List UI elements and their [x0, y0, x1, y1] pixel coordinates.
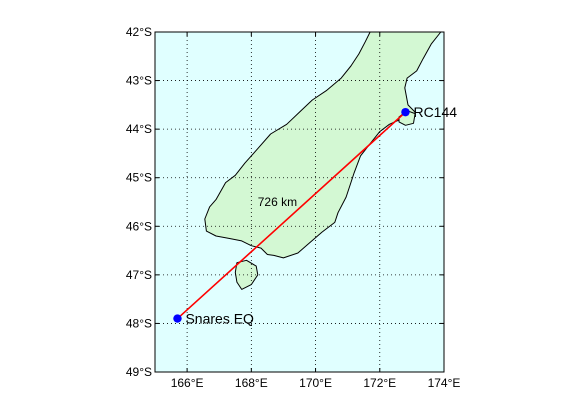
tick-label-layer: 166°E 168°E 170°E 172°E 174°E 42°S 43°S 44°S 45°…	[126, 25, 461, 390]
y-tick-label: 48°S	[126, 316, 152, 330]
station-label: Snares EQ	[185, 311, 254, 327]
y-tick-label: 44°S	[126, 122, 152, 136]
plot-frame	[154, 31, 445, 373]
point-layer: RC144 Snares EQ	[173, 104, 457, 327]
y-tick-label: 47°S	[126, 268, 152, 282]
x-tick-label: 170°E	[299, 376, 332, 390]
station-marker	[401, 107, 410, 117]
distance-label: 726 km	[258, 195, 297, 209]
y-tick-label: 45°S	[126, 171, 152, 185]
station-marker	[173, 314, 182, 323]
y-tick-label: 46°S	[126, 219, 152, 233]
y-tick-label: 49°S	[126, 365, 152, 379]
y-tick-label: 43°S	[126, 74, 152, 88]
tick-layer	[155, 31, 445, 373]
grid-layer	[155, 32, 444, 372]
x-tick-label: 168°E	[235, 376, 268, 390]
x-tick-label: 172°E	[363, 376, 396, 390]
y-tick-label: 42°S	[126, 25, 152, 39]
x-tick-label: 174°E	[428, 376, 461, 390]
path-layer: 726 km	[176, 111, 407, 320]
x-tick-label: 166°E	[171, 376, 204, 390]
land-south-island	[204, 31, 442, 259]
great-circle-path	[176, 111, 407, 320]
station-label: RC144	[413, 104, 457, 120]
